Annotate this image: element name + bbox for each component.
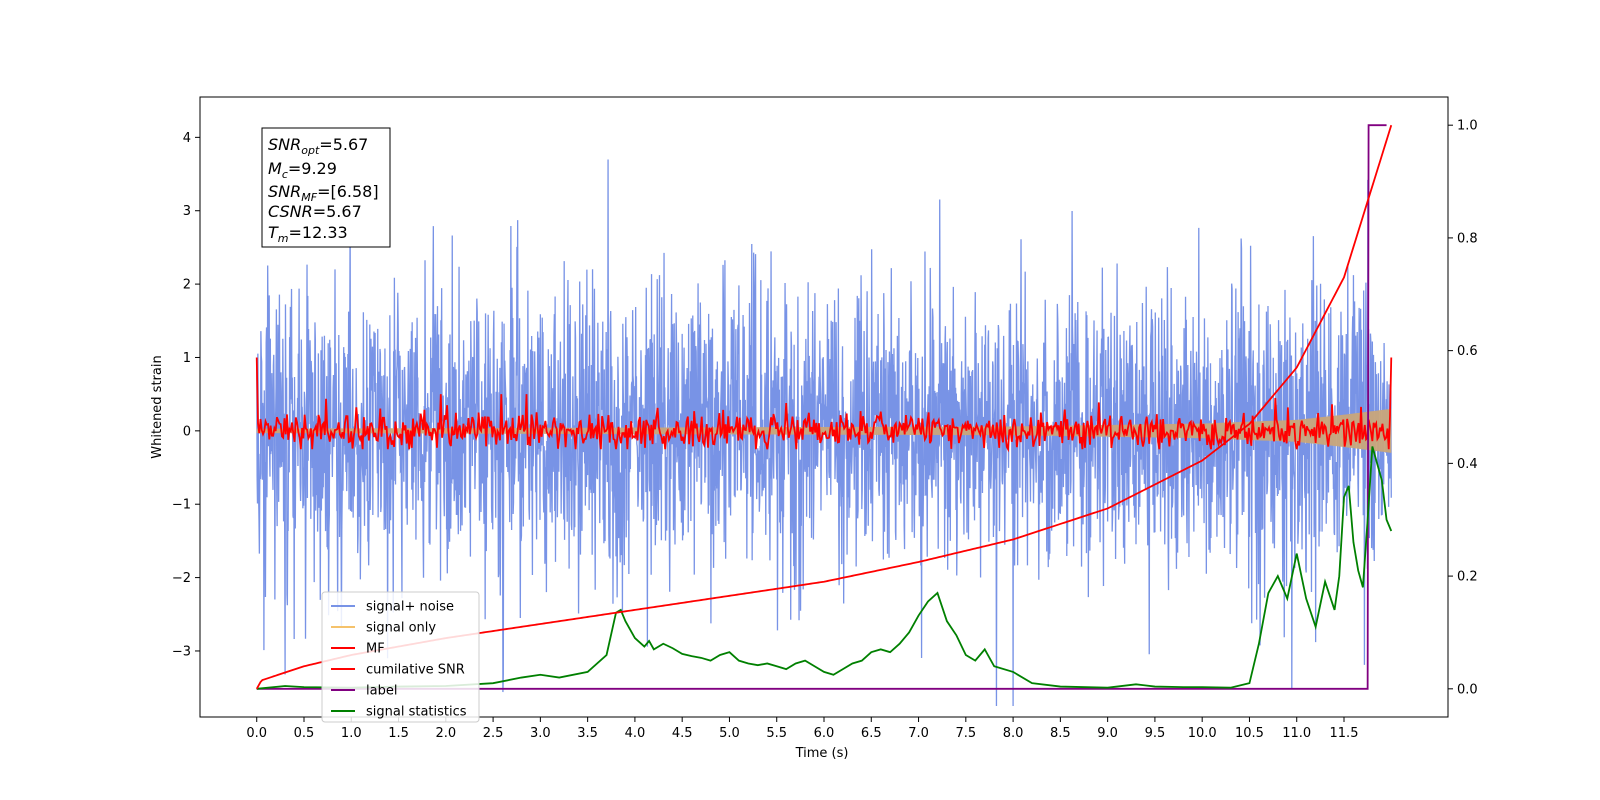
series-label-line — [256, 124, 1387, 690]
x-tick-label: 5.5 — [766, 726, 787, 741]
x-tick-label: 3.0 — [530, 726, 551, 741]
y-tick-label: −2 — [172, 571, 191, 586]
x-tick-label: 11.0 — [1282, 726, 1311, 741]
x-tick-label: 7.5 — [955, 726, 976, 741]
x-tick-label: 2.0 — [435, 726, 456, 741]
legend-label: MF — [366, 642, 385, 657]
legend-label: signal statistics — [366, 705, 467, 720]
x-tick-label: 1.0 — [341, 726, 362, 741]
legend-frame — [321, 591, 480, 723]
y2-tick-label: 0.4 — [1457, 457, 1478, 472]
info-box: SNRopt=5.67 Mc=9.29 SNRMF=[6.58] CSNR=5.… — [261, 127, 391, 248]
x-tick-label: 7.0 — [908, 726, 929, 741]
legend-label: label — [366, 684, 397, 699]
x-tick-label: 9.0 — [1097, 726, 1118, 741]
x-tick-label: 4.5 — [672, 726, 693, 741]
legend-label: signal only — [366, 621, 436, 636]
y2-tick-label: 0.2 — [1457, 570, 1478, 585]
x-tick-label: 10.5 — [1235, 726, 1264, 741]
x-tick-label: 0.5 — [294, 726, 315, 741]
y2-tick-label: 0.0 — [1457, 682, 1478, 697]
series-signal-noise-line — [256, 159, 1392, 706]
legend: signal+ noise signal only MF cumilative SNR… — [321, 591, 480, 723]
x-axis-label: Time (s) — [795, 746, 849, 761]
y-tick-label: 2 — [183, 278, 191, 293]
y-tick-label: −3 — [172, 644, 191, 659]
x-tick-label: 1.5 — [388, 726, 409, 741]
x-tick-label: 11.5 — [1330, 726, 1359, 741]
x-tick-label: 2.5 — [483, 726, 504, 741]
y2-tick-label: 0.6 — [1457, 344, 1478, 359]
y-axis-right: 1.0 0.8 0.6 0.4 0.2 0.0 — [1448, 119, 1478, 697]
info-tm: Tm=12.33 — [268, 223, 348, 245]
y-axis-label: Whitened strain — [150, 355, 165, 458]
x-tick-label: 8.0 — [1003, 726, 1024, 741]
y-tick-label: 0 — [183, 424, 191, 439]
y-tick-label: −1 — [172, 498, 191, 513]
info-csnr: CSNR=5.67 — [268, 202, 362, 221]
y-tick-label: 3 — [183, 204, 191, 219]
y-tick-label: 1 — [183, 351, 191, 366]
x-tick-label: 9.5 — [1145, 726, 1166, 741]
series-signal-statistics-line — [256, 446, 1393, 690]
x-tick-label: 5.0 — [719, 726, 740, 741]
series-signal-only-band — [256, 408, 1392, 453]
x-tick-label: 10.0 — [1188, 726, 1217, 741]
info-box-frame — [261, 127, 391, 248]
x-tick-label: 8.5 — [1050, 726, 1071, 741]
x-tick-label: 3.5 — [577, 726, 598, 741]
x-tick-label: 6.0 — [814, 726, 835, 741]
legend-label: signal+ noise — [366, 600, 454, 615]
y-tick-label: 4 — [183, 131, 191, 146]
info-mc: Mc=9.29 — [268, 159, 337, 181]
y-axis-left: 4 3 2 1 0 −1 −2 −3 — [172, 131, 200, 659]
series-mf-line — [255, 357, 1393, 453]
x-axis: 0.0 0.5 1.0 1.5 2.0 2.5 3.0 3.5 4.0 4.5 5.0 5.5 6.0 6… — [246, 717, 1358, 741]
legend-label: cumilative SNR — [366, 663, 465, 678]
x-tick-label: 4.0 — [625, 726, 646, 741]
x-tick-label: 0.0 — [246, 726, 267, 741]
info-snr-mf: SNRMF=[6.58] — [268, 182, 379, 204]
x-tick-label: 6.5 — [861, 726, 882, 741]
y2-tick-label: 0.8 — [1457, 231, 1478, 246]
info-snr-opt: SNRopt=5.67 — [268, 135, 368, 157]
y2-tick-label: 1.0 — [1457, 119, 1478, 134]
